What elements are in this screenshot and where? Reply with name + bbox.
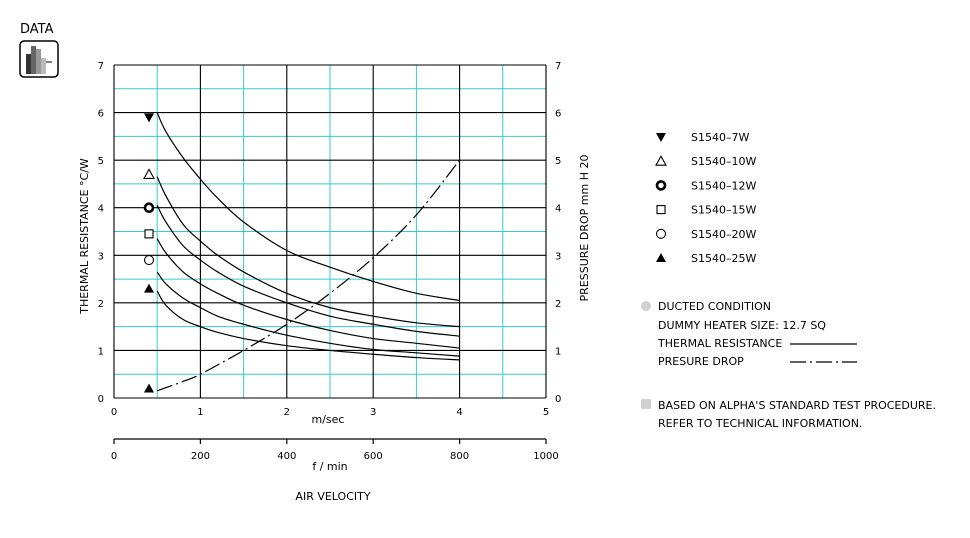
y-left-axis-label: THERMAL RESISTANCE °C/W: [78, 158, 91, 315]
pressure-drop-line: [156, 159, 461, 392]
series-line-2: [156, 176, 460, 328]
y-right-axis-label: PRESSURE DROP mm H 20: [578, 155, 591, 302]
x-top-tick-label: 2: [284, 407, 290, 418]
y-left-tick-label: 4: [98, 204, 104, 215]
x-bottom-tick-label: 600: [364, 451, 383, 462]
y-left-tick-label: 3: [98, 251, 104, 262]
x-top-tick-label: 1: [197, 407, 203, 418]
y-right-tick-label: 1: [555, 346, 561, 357]
series-marker-3: [143, 202, 155, 214]
x-top-unit-label: m/sec: [312, 413, 345, 426]
y-right-tick-label: 5: [555, 156, 561, 167]
series-line-6: [156, 290, 460, 361]
x-bottom-unit-label: f / min: [312, 460, 347, 473]
y-left-tick-label: 5: [98, 156, 104, 167]
x-axis-title: AIR VELOCITY: [295, 490, 370, 503]
series-line-4: [156, 238, 460, 349]
y-right-tick-label: 6: [555, 109, 561, 120]
legend-marker-2: [655, 155, 667, 166]
legend-marker-3: [655, 180, 667, 191]
note-pressure: PRESURE DROP: [658, 355, 744, 368]
y-left-tick-label: 2: [98, 299, 104, 310]
x-bottom-tick-label: 800: [450, 451, 469, 462]
x-top-tick-label: 4: [456, 407, 462, 418]
chart-grid: [113, 64, 547, 399]
legend-marker-5: [655, 228, 667, 239]
legend-marker-4: [656, 205, 666, 215]
y-right-tick-label: 3: [555, 251, 561, 262]
bar-chart-icon: [19, 40, 59, 78]
x-top-tick-label: 3: [370, 407, 376, 418]
series-marker-1: [144, 113, 154, 123]
legend-label-4: S1540–15W: [691, 204, 756, 217]
x-bottom-tick-label: 1000: [533, 451, 558, 462]
series-line-3: [156, 205, 460, 337]
x-bottom-tick-label: 0: [111, 451, 117, 462]
note-condition: DUCTED CONDITION: [658, 300, 771, 313]
x-bottom-tick-label: 200: [191, 451, 210, 462]
y-left-tick-label: 0: [98, 394, 104, 405]
note-thermal: THERMAL RESISTANCE: [657, 337, 782, 350]
y-left-tick-label: 7: [98, 61, 104, 72]
note-procedure-1: BASED ON ALPHA'S STANDARD TEST PROCEDURE…: [658, 399, 936, 412]
chart-legend: S1540–7W S1540–10W S1540–12W S1540–15W S1540…: [655, 131, 756, 265]
y-right-tick-label: 2: [555, 299, 561, 310]
notes-block: DUCTED CONDITION DUMMY HEATER SIZE: 12.7…: [641, 300, 936, 430]
legend-label-2: S1540–10W: [691, 155, 756, 168]
y-right-tick-label: 0: [555, 394, 561, 405]
y-left-tick-label: 6: [98, 109, 104, 120]
legend-label-3: S1540–12W: [691, 179, 756, 192]
x-top-tick-label: 0: [111, 407, 117, 418]
series-marker-5: [143, 254, 155, 266]
note-bullet-icon: [641, 301, 651, 311]
badge-label: DATA: [20, 22, 54, 37]
legend-marker-1: [656, 133, 666, 142]
legend-marker-6: [656, 253, 666, 262]
legend-label-5: S1540–20W: [691, 228, 756, 241]
y-left-tick-label: 1: [98, 346, 104, 357]
note-procedure-2: REFER TO TECHNICAL INFORMATION.: [658, 417, 862, 430]
series-marker-7: [144, 383, 154, 393]
x-bottom-tick-label: 400: [277, 451, 296, 462]
series-marker-4: [144, 229, 154, 239]
data-badge: DATA: [19, 22, 59, 78]
y-right-tick-label: 7: [555, 61, 561, 72]
series-line-1: [156, 112, 460, 302]
chart-curves: [156, 112, 461, 392]
y-right-tick-label: 4: [555, 204, 561, 215]
series-marker-6: [144, 283, 154, 293]
x-top-tick-label: 5: [543, 407, 549, 418]
chart-markers: [143, 113, 155, 393]
legend-label-6: S1540–25W: [691, 252, 756, 265]
legend-label-1: S1540–7W: [691, 131, 749, 144]
note-heater: DUMMY HEATER SIZE: 12.7 SQ: [658, 319, 826, 332]
series-line-5: [156, 271, 460, 357]
note-square-icon: [641, 399, 651, 409]
series-marker-2: [143, 168, 155, 179]
